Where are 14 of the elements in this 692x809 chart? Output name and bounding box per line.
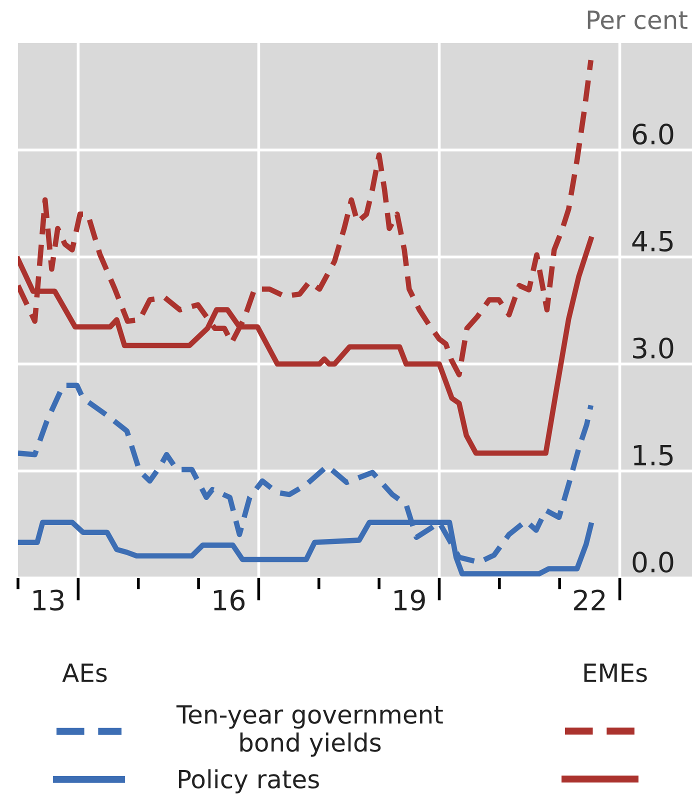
y-tick-label: 6.0	[632, 124, 674, 145]
text: EMEs	[584, 664, 647, 682]
x-tick-label: 19	[394, 590, 425, 611]
y-axis-title: Per cent	[588, 10, 688, 30]
x-tick-label: 13	[33, 590, 64, 611]
x-tick-label: 22	[574, 590, 605, 610]
y-tick-label: 3.0	[633, 338, 674, 359]
y-tick-label: 1.5	[634, 444, 673, 466]
legend-label: Ten-year government bond yields	[176, 705, 443, 757]
text: AEs	[62, 664, 107, 682]
y-tick-label: 0.0	[632, 552, 674, 573]
legend-label: Policy rates	[178, 769, 319, 794]
x-tick-label: 16	[214, 590, 245, 611]
y-tick-label: 4.5	[632, 230, 673, 252]
